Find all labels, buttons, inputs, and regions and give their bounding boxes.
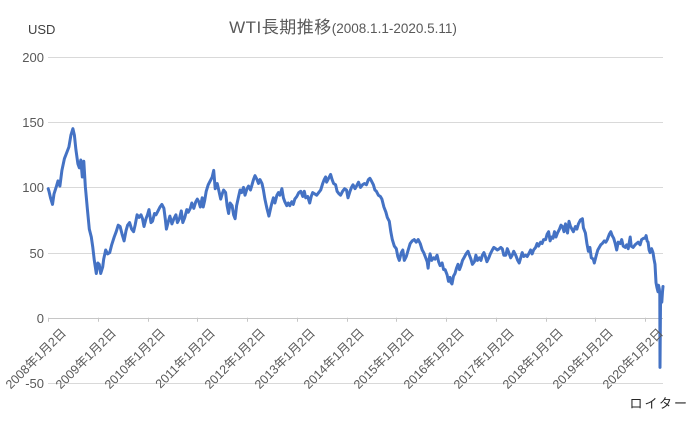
- y-tick-label: 50: [29, 245, 44, 261]
- chart-title-range: (2008.1.1-2020.5.11): [331, 21, 457, 36]
- price-line-series: [46, 127, 665, 369]
- source-credit: ロイター: [629, 396, 689, 411]
- y-tick-label: 0: [36, 310, 44, 326]
- y-tick-label: 150: [22, 115, 44, 131]
- y-axis-unit-label: USD: [28, 22, 56, 37]
- chart-title: WTI長期推移(2008.1.1-2020.5.11): [0, 13, 686, 38]
- y-tick-label: -50: [25, 376, 44, 391]
- y-tick-label: 200: [22, 50, 44, 65]
- chart-title-main: WTI長期推移: [229, 18, 332, 37]
- y-tick-label: 100: [22, 180, 44, 196]
